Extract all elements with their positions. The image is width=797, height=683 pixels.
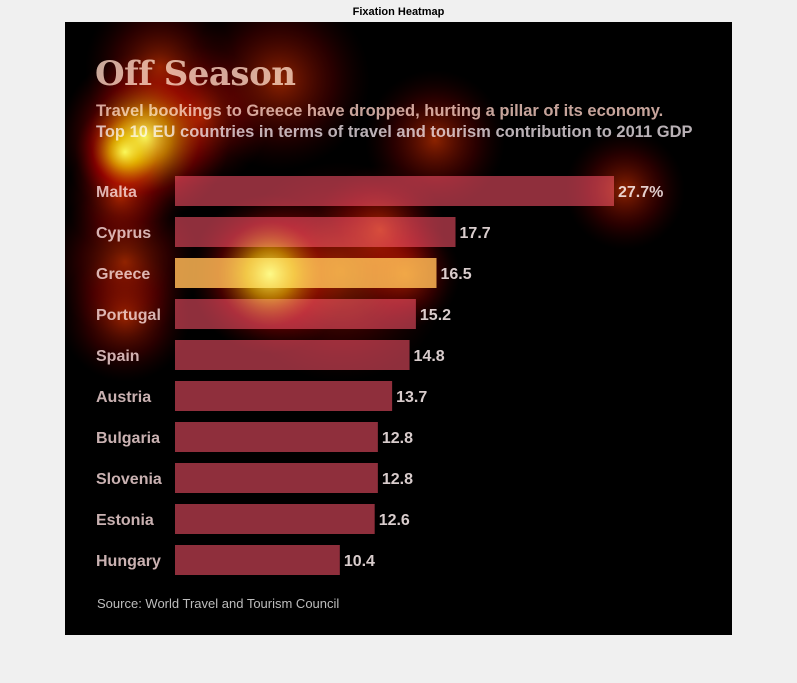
bar-portugal (175, 299, 416, 329)
value-label-cyprus: 17.7 (460, 225, 491, 242)
category-label-slovenia: Slovenia (96, 471, 162, 488)
category-label-greece: Greece (96, 266, 150, 283)
value-label-malta: 27.7% (618, 184, 663, 201)
value-label-estonia: 12.6 (379, 512, 410, 529)
bar-greece (175, 258, 437, 288)
bar-bulgaria (175, 422, 378, 452)
bar-hungary (175, 545, 340, 575)
value-label-portugal: 15.2 (420, 307, 451, 324)
value-label-austria: 13.7 (396, 389, 427, 406)
category-label-malta: Malta (96, 184, 137, 201)
category-label-austria: Austria (96, 389, 151, 406)
category-label-spain: Spain (96, 348, 140, 365)
category-label-cyprus: Cyprus (96, 225, 151, 242)
value-label-bulgaria: 12.8 (382, 430, 413, 447)
category-label-hungary: Hungary (96, 553, 161, 570)
bar-slovenia (175, 463, 378, 493)
window-title: Fixation Heatmap (352, 6, 445, 18)
chart-source: Source: World Travel and Tourism Council (97, 596, 340, 611)
category-label-portugal: Portugal (96, 307, 161, 324)
value-label-slovenia: 12.8 (382, 471, 413, 488)
bar-estonia (175, 504, 375, 534)
value-label-spain: 14.8 (414, 348, 445, 365)
value-label-hungary: 10.4 (344, 553, 375, 570)
category-label-estonia: Estonia (96, 512, 154, 529)
bar-spain (175, 340, 410, 370)
value-label-greece: 16.5 (440, 266, 471, 283)
category-label-bulgaria: Bulgaria (96, 430, 160, 447)
bar-austria (175, 381, 393, 411)
bar-malta (175, 176, 614, 206)
heatmap-panel: Off Season Travel bookings to Greece hav… (65, 22, 732, 635)
bar-cyprus (175, 217, 456, 247)
bar-chart: Malta 27.7% Cyprus 17.7 Greece 16.5 Portugal 15… (96, 176, 663, 575)
